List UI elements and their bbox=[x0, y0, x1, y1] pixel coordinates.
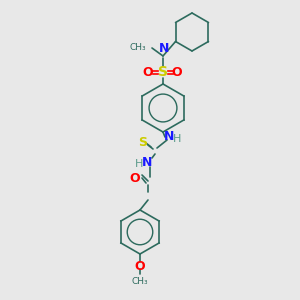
Text: CH₃: CH₃ bbox=[132, 277, 148, 286]
Text: H: H bbox=[135, 159, 143, 169]
Text: CH₃: CH₃ bbox=[129, 43, 146, 52]
Text: N: N bbox=[142, 155, 152, 169]
Text: S: S bbox=[158, 65, 168, 79]
Text: O: O bbox=[143, 65, 153, 79]
Text: N: N bbox=[164, 130, 174, 143]
Text: O: O bbox=[130, 172, 140, 184]
Text: S: S bbox=[139, 136, 148, 148]
Text: O: O bbox=[135, 260, 145, 272]
Text: N: N bbox=[159, 42, 169, 55]
Text: O: O bbox=[172, 65, 182, 79]
Text: H: H bbox=[173, 134, 181, 144]
